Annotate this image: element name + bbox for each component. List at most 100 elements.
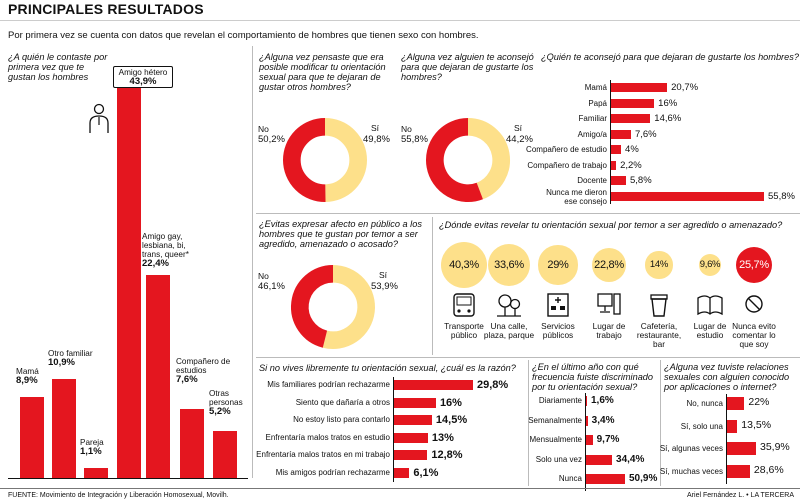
- bar-mis-familiares-podrian-rechazarme: [393, 380, 473, 390]
- bar-label-papa: Papá: [588, 98, 607, 108]
- donut-value-si: 49,8%: [363, 134, 390, 145]
- donut-svg: [426, 118, 510, 202]
- bar-otras-personas: [213, 430, 237, 478]
- footer-credit: Ariel Fernández L. • LA TERCERA: [687, 492, 794, 499]
- bar-value: 13%: [431, 431, 454, 444]
- bar-value: 9,7%: [596, 434, 620, 445]
- bar-papa: [610, 98, 655, 108]
- bar-mensualmente: [585, 435, 593, 445]
- bar-companero-de-estudios: [180, 409, 204, 478]
- chart-where-avoid: 40,3% Transporte público 33,6% Una calle, p…: [441, 242, 776, 349]
- bubble-caption: Servicios públicos: [541, 321, 575, 340]
- bubble-cafeteria-restaurante-bar: 14%: [645, 251, 673, 279]
- bubble-caption: Nunca evito comentar lo que soy: [732, 321, 776, 349]
- bar-value: 5,8%: [630, 175, 652, 186]
- q3-title: ¿Alguna vez alguien te aconsejó para que…: [401, 52, 534, 82]
- bar-value: 4%: [625, 144, 639, 155]
- donut-slice-si: [324, 118, 367, 202]
- divider-left: [252, 46, 253, 478]
- donut-slice-no: [291, 265, 334, 348]
- bar-value: 28,6%: [753, 463, 784, 476]
- bar-nunca-me-dieron-ese-consejo: [610, 191, 764, 201]
- bubble-caption: Lugar de trabajo: [592, 321, 626, 340]
- bar-pareja: [84, 468, 108, 478]
- title-divider: [0, 20, 800, 21]
- bar-no-estoy-listo-para-contarlo: [393, 415, 432, 425]
- bar-label-si-solo-una: Sí, solo una: [680, 421, 723, 431]
- tree-icon: [497, 294, 521, 317]
- bar-amigo-a: [610, 129, 631, 139]
- person-icon: [89, 103, 109, 133]
- chart-reasons: Mis familiares podrían rechazarme 29,8% Si…: [256, 377, 508, 482]
- bar-mama: [20, 397, 44, 478]
- donut-label-no: No: [258, 271, 269, 281]
- bar-solo-una-vez: [585, 454, 613, 465]
- bar-companero-de-trabajo: [610, 160, 617, 170]
- bar-nunca: [585, 474, 625, 484]
- q9-title: ¿Alguna vez tuviste relaciones sexuales …: [664, 362, 790, 392]
- donut-label-no: No: [258, 124, 269, 134]
- bar-label-solo-una-vez: Solo una vez: [535, 454, 582, 464]
- bar-value: 12,8%: [431, 449, 463, 461]
- donut-value-no: 46,1%: [258, 281, 285, 292]
- bar-semanalmente: [585, 415, 588, 426]
- bar-value: 55,8%: [768, 190, 795, 202]
- bar-label: Amigo hétero 43,9%: [113, 66, 173, 88]
- footer-source: FUENTE: Movimiento de Integración y Libe…: [8, 492, 229, 499]
- divider-low-v1: [528, 360, 529, 486]
- bar-label-siento-que-danaria-a-otros: Siento que dañaría a otros: [295, 397, 390, 407]
- bar-si-muchas-veces: [726, 464, 750, 478]
- q7-title: Si no vives libremente tu orientación se…: [259, 363, 516, 373]
- bar-value: 35,9%: [760, 441, 790, 453]
- footer-divider: [0, 488, 800, 489]
- divider-low: [256, 357, 800, 358]
- book-icon: [697, 295, 723, 316]
- donut-value-si: 44,2%: [506, 134, 533, 145]
- bar-amigo-gay-lesbiana-bi-trans-queer: [146, 274, 170, 478]
- bar-value: 43,9%: [129, 76, 157, 87]
- bar-label-amigo-a: Amigo/a: [577, 129, 607, 139]
- bar-label: Pareja 1,1%: [80, 438, 110, 456]
- donut-slice-si: [467, 118, 510, 200]
- bubble-lugar-de-trabajo: 22,8%: [591, 247, 627, 283]
- bar-label-si-algunas-veces: Sí, algunas veces: [659, 444, 723, 453]
- bubble-caption: Cafetería, restaurante, bar: [636, 321, 682, 349]
- bar-value: 16%: [439, 396, 462, 409]
- bar-label: Compañero de estudios 7,6%: [176, 357, 231, 386]
- bar-label-diariamente: Diariamente: [538, 396, 582, 405]
- bar-value: 1,6%: [591, 395, 614, 406]
- bar-value: 13,5%: [741, 418, 772, 431]
- q8-title: ¿En el último año con qué frecuencia fui…: [532, 362, 654, 392]
- computer-icon: [597, 293, 621, 315]
- bar-value: 50,9%: [629, 473, 658, 484]
- donut-label-si: Sí: [379, 270, 388, 280]
- bubble-icons: [453, 293, 763, 317]
- bubble-caption: Lugar de estudio: [693, 321, 727, 340]
- bar-label-companero-de-estudio: Compañero de estudio: [526, 145, 607, 154]
- bubble-transporte-publico: 40,3%: [441, 242, 487, 288]
- bar-label: Otro familiar 10,9%: [48, 349, 108, 367]
- bar-label: Amigo gay, lesbiana, bi, trans, queer* 22…: [142, 232, 204, 268]
- page-title: PRINCIPALES RESULTADOS: [8, 1, 204, 17]
- donut-advised: No 55,8% Sí 44,2%: [398, 108, 538, 208]
- donut-value-si: 53,9%: [371, 281, 398, 292]
- donut-label-si: Sí: [371, 123, 380, 133]
- divider-low-v2: [660, 360, 661, 486]
- building-icon: [547, 293, 569, 317]
- bar-label-mis-familiares-podrian-rechazarme: Mis familiares podrían rechazarme: [267, 380, 390, 389]
- q2-title: ¿Alguna vez pensaste que era posible mod…: [259, 52, 386, 92]
- bubble-lugar-de-estudio: 9,6%: [698, 253, 722, 277]
- bar-label-no-estoy-listo-para-contarlo: No estoy listo para contarlo: [293, 415, 390, 424]
- no-icon: [745, 295, 763, 313]
- bar-value: 14,5%: [435, 414, 468, 426]
- bar-si-algunas-veces: [726, 442, 756, 455]
- donut-slice-no: [283, 118, 326, 202]
- donut-affection: No 46,1% Sí 53,9%: [255, 255, 415, 360]
- chart1-baseline: [8, 478, 248, 479]
- donut-value-no: 50,2%: [258, 134, 285, 145]
- bar-docente: [610, 176, 626, 185]
- bubble-una-calle-plaza-parque: 33,6%: [487, 243, 530, 286]
- bar-value: 5,2%: [209, 405, 231, 417]
- chart-frequency: Diariamente 1,6% Semanalmente 3,4% Mensualme…: [528, 393, 658, 491]
- bar-otro-familiar: [52, 379, 76, 478]
